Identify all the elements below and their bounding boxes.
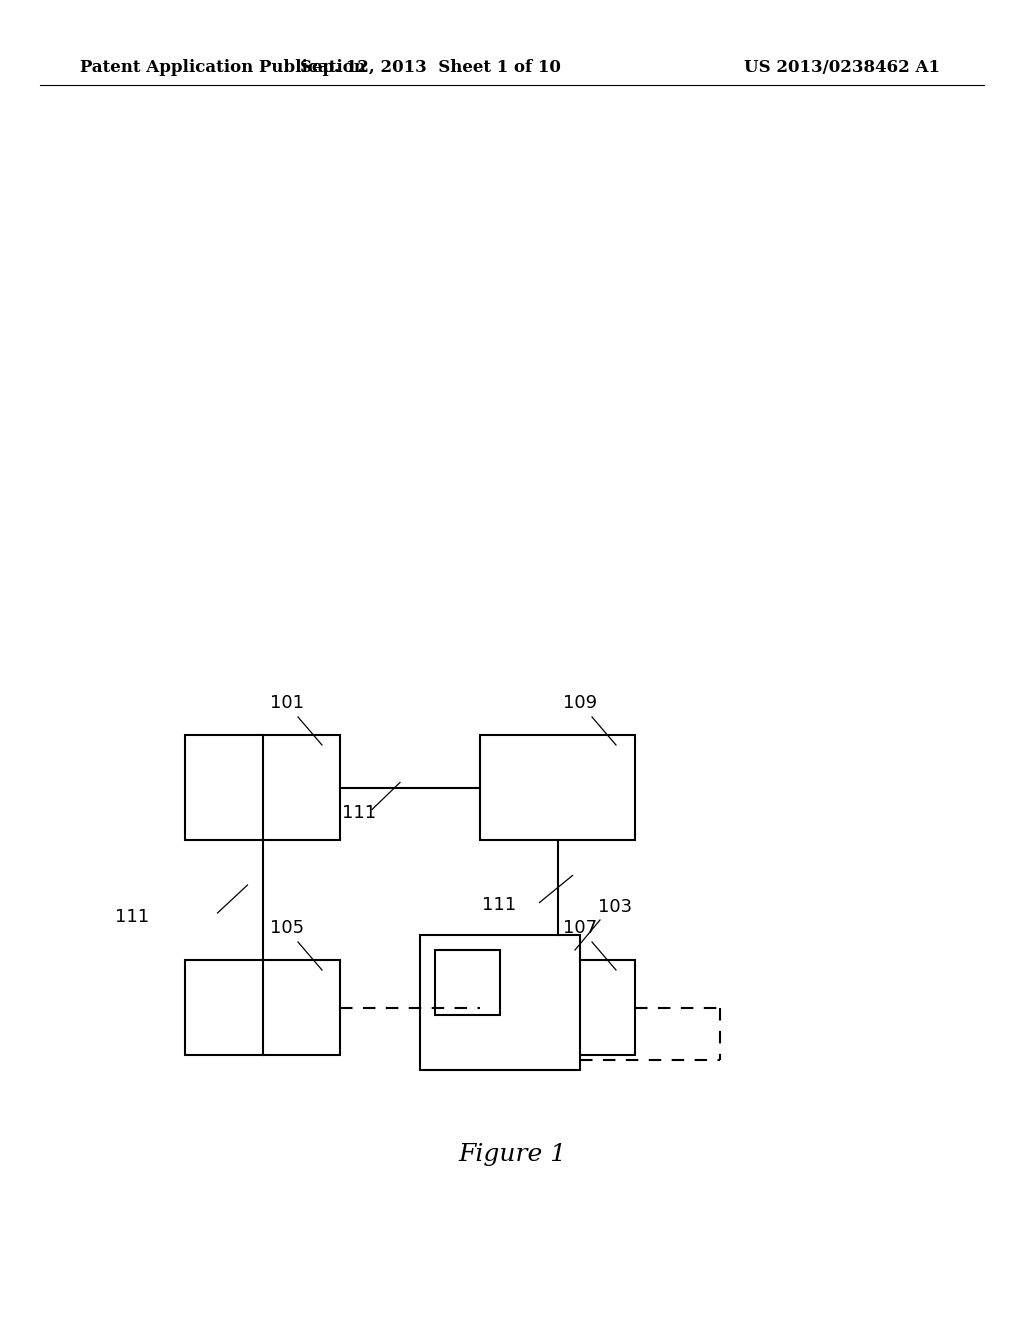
Text: Sep. 12, 2013  Sheet 1 of 10: Sep. 12, 2013 Sheet 1 of 10 [300, 59, 560, 77]
Bar [420, 935, 580, 1071]
Text: 101: 101 [270, 694, 304, 711]
Text: Patent Application Publication: Patent Application Publication [80, 59, 366, 77]
Text: 109: 109 [563, 694, 597, 711]
Text: 111: 111 [482, 896, 517, 915]
Bar [480, 735, 635, 840]
Text: 105: 105 [270, 919, 304, 937]
Text: 103: 103 [598, 898, 632, 916]
Text: Figure 1: Figure 1 [458, 1143, 566, 1167]
Bar [185, 960, 340, 1055]
Text: 107: 107 [563, 919, 597, 937]
Text: US 2013/0238462 A1: US 2013/0238462 A1 [744, 59, 940, 77]
Bar [480, 960, 635, 1055]
Bar [185, 735, 340, 840]
Text: 111: 111 [115, 908, 150, 927]
Text: 111: 111 [342, 804, 376, 822]
Bar [435, 950, 500, 1015]
